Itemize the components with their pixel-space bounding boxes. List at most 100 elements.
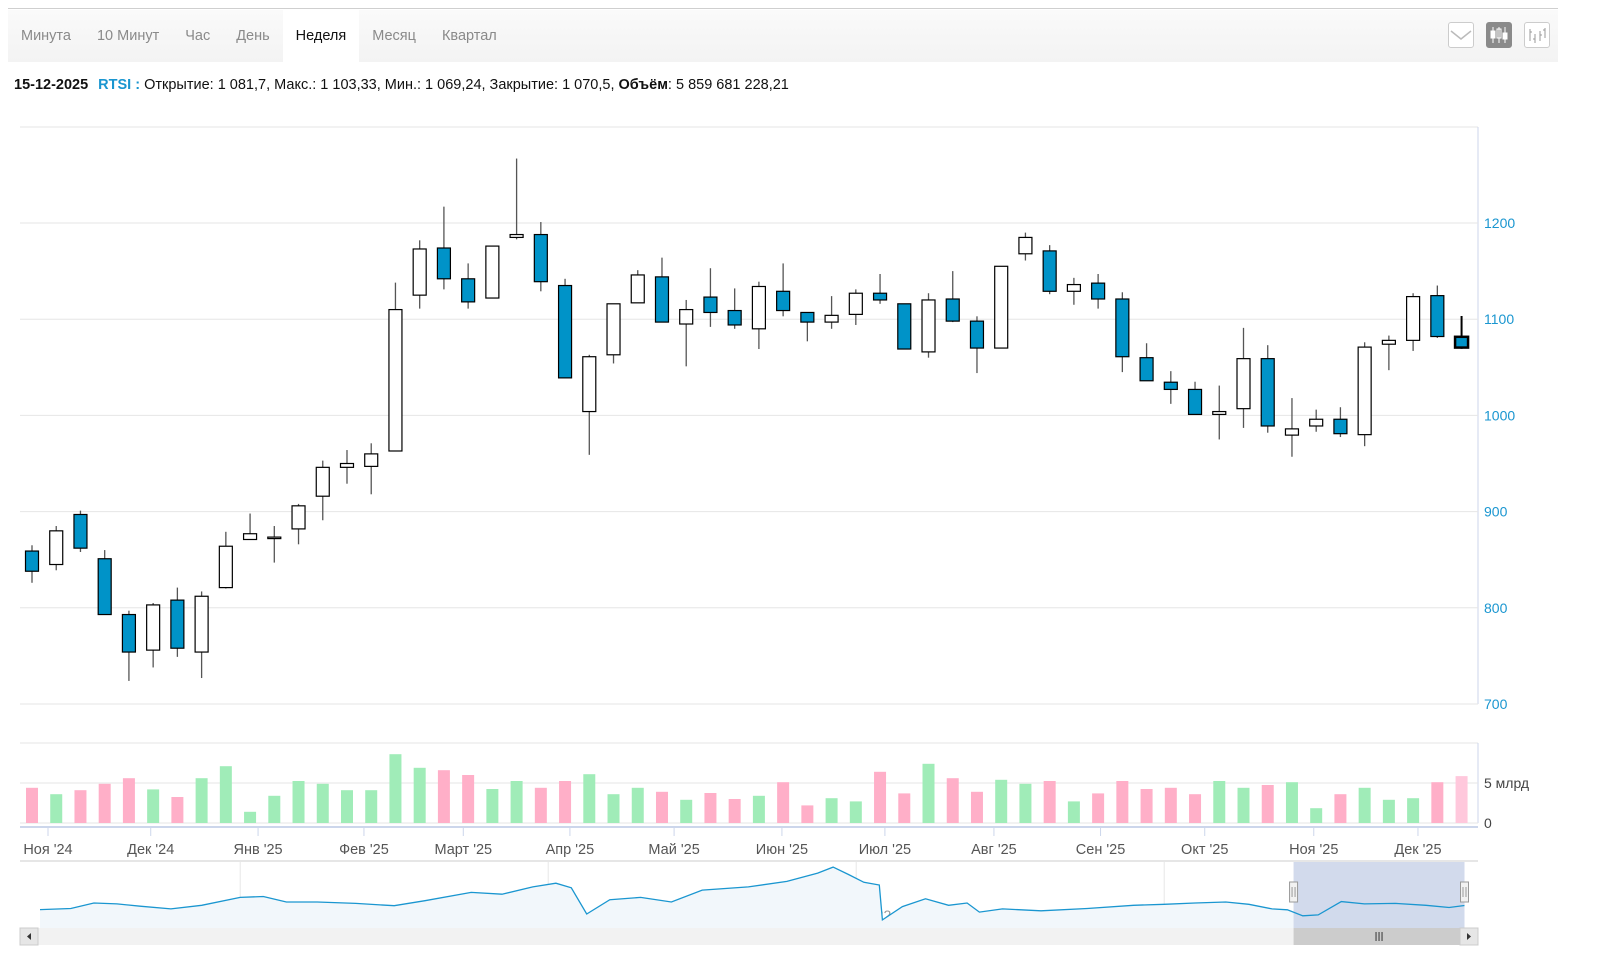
volume-bar[interactable] <box>122 778 135 823</box>
volume-bar[interactable] <box>316 783 329 823</box>
candle[interactable] <box>751 285 767 330</box>
volume-bar[interactable] <box>1334 794 1347 823</box>
volume-bar[interactable] <box>1140 789 1153 823</box>
candle[interactable] <box>97 558 112 616</box>
candle[interactable] <box>1284 428 1300 436</box>
candle[interactable] <box>945 298 960 322</box>
candle[interactable] <box>267 536 282 540</box>
volume-bar[interactable] <box>74 790 87 823</box>
volume-bar[interactable] <box>1455 776 1468 823</box>
volume-bar[interactable] <box>874 771 887 823</box>
tab-minute[interactable]: Минута <box>21 28 71 44</box>
volume-bar[interactable] <box>704 793 717 823</box>
volume-bar[interactable] <box>1285 782 1298 823</box>
candle[interactable] <box>436 247 452 280</box>
scrollbar-track[interactable] <box>20 928 1478 945</box>
candle[interactable] <box>146 604 161 651</box>
candle[interactable] <box>1091 282 1106 300</box>
volume-bar[interactable] <box>510 781 523 823</box>
candle[interactable] <box>170 599 185 649</box>
volume-bar[interactable] <box>825 798 838 823</box>
volume-bar[interactable] <box>1382 799 1395 823</box>
tab-day[interactable]: День <box>236 28 270 44</box>
volume-bar[interactable] <box>1092 793 1105 823</box>
candle[interactable] <box>1066 283 1081 292</box>
volume-bar[interactable] <box>728 799 741 823</box>
line-chart-button[interactable] <box>1448 22 1474 48</box>
candle[interactable] <box>654 276 670 323</box>
volume-bar[interactable] <box>752 795 765 823</box>
candle[interactable] <box>461 278 476 303</box>
candle[interactable] <box>388 308 403 452</box>
volume-bar[interactable] <box>777 782 790 823</box>
candle[interactable] <box>485 245 500 299</box>
volume-bar[interactable] <box>946 778 959 823</box>
candle[interactable] <box>315 466 330 497</box>
candle[interactable] <box>339 462 355 468</box>
volume-bar[interactable] <box>462 775 475 823</box>
volume-bar[interactable] <box>1116 781 1129 823</box>
navigator-selected-range[interactable] <box>1293 862 1465 928</box>
candle[interactable] <box>1381 339 1396 345</box>
volume-bar[interactable] <box>922 763 935 823</box>
ohlc-chart-button[interactable] <box>1524 22 1550 48</box>
candle[interactable] <box>824 314 839 323</box>
tab-10-minutes[interactable]: 10 Минут <box>96 28 160 44</box>
volume-bar[interactable] <box>1043 781 1056 823</box>
candle[interactable] <box>969 320 985 349</box>
volume-bar[interactable] <box>437 770 450 823</box>
candle[interactable] <box>1042 250 1057 292</box>
volume-bar[interactable] <box>195 778 208 823</box>
candle[interactable] <box>1309 418 1324 427</box>
candle[interactable] <box>121 613 137 653</box>
volume-bar[interactable] <box>1431 782 1444 823</box>
volume-bar[interactable] <box>1164 787 1177 823</box>
candle[interactable] <box>1115 298 1130 358</box>
volume-bar[interactable] <box>50 794 63 823</box>
candle[interactable] <box>1163 381 1178 391</box>
volume-bar[interactable] <box>970 791 983 823</box>
candle[interactable] <box>1406 295 1421 341</box>
volume-bar[interactable] <box>607 794 620 823</box>
candle[interactable] <box>1236 358 1251 410</box>
volume-bar[interactable] <box>1067 801 1080 823</box>
candle[interactable] <box>800 311 815 323</box>
volume-bar[interactable] <box>1261 785 1274 823</box>
tab-month[interactable]: Месяц <box>372 28 416 44</box>
volume-bar[interactable] <box>995 779 1008 823</box>
candle[interactable] <box>1333 418 1348 435</box>
candle[interactable] <box>24 550 40 572</box>
volume-bar[interactable] <box>340 790 353 823</box>
tab-quarter[interactable]: Квартал <box>441 28 497 44</box>
candle[interactable] <box>1453 335 1470 349</box>
candle[interactable] <box>1187 388 1203 416</box>
candle[interactable] <box>1139 357 1154 382</box>
candle[interactable] <box>776 290 791 312</box>
candle[interactable] <box>533 233 548 283</box>
candle[interactable] <box>557 284 573 379</box>
volume-bar[interactable] <box>1310 808 1323 823</box>
volume-bar[interactable] <box>631 787 644 823</box>
volume-bar[interactable] <box>849 801 862 823</box>
candle[interactable] <box>291 505 306 530</box>
volume-bar[interactable] <box>680 799 693 823</box>
volume-bar[interactable] <box>98 783 111 823</box>
candle[interactable] <box>606 303 621 356</box>
volume-bar[interactable] <box>292 781 305 823</box>
candle[interactable] <box>1357 346 1372 436</box>
volume-bar[interactable] <box>1237 787 1250 823</box>
candle[interactable] <box>897 303 912 350</box>
volume-bar[interactable] <box>655 791 668 823</box>
candle[interactable] <box>703 296 718 314</box>
candle[interactable] <box>364 453 379 467</box>
volume-bar[interactable] <box>583 774 596 823</box>
candle[interactable] <box>630 274 645 304</box>
volume-bar[interactable] <box>898 793 911 823</box>
candle[interactable] <box>1260 358 1275 427</box>
candle[interactable] <box>194 595 209 653</box>
volume-bar[interactable] <box>1358 787 1371 823</box>
candle[interactable] <box>73 513 88 549</box>
volume-bar[interactable] <box>1407 798 1420 823</box>
navigator-left-handle[interactable] <box>1289 881 1299 903</box>
candle[interactable] <box>49 530 64 566</box>
